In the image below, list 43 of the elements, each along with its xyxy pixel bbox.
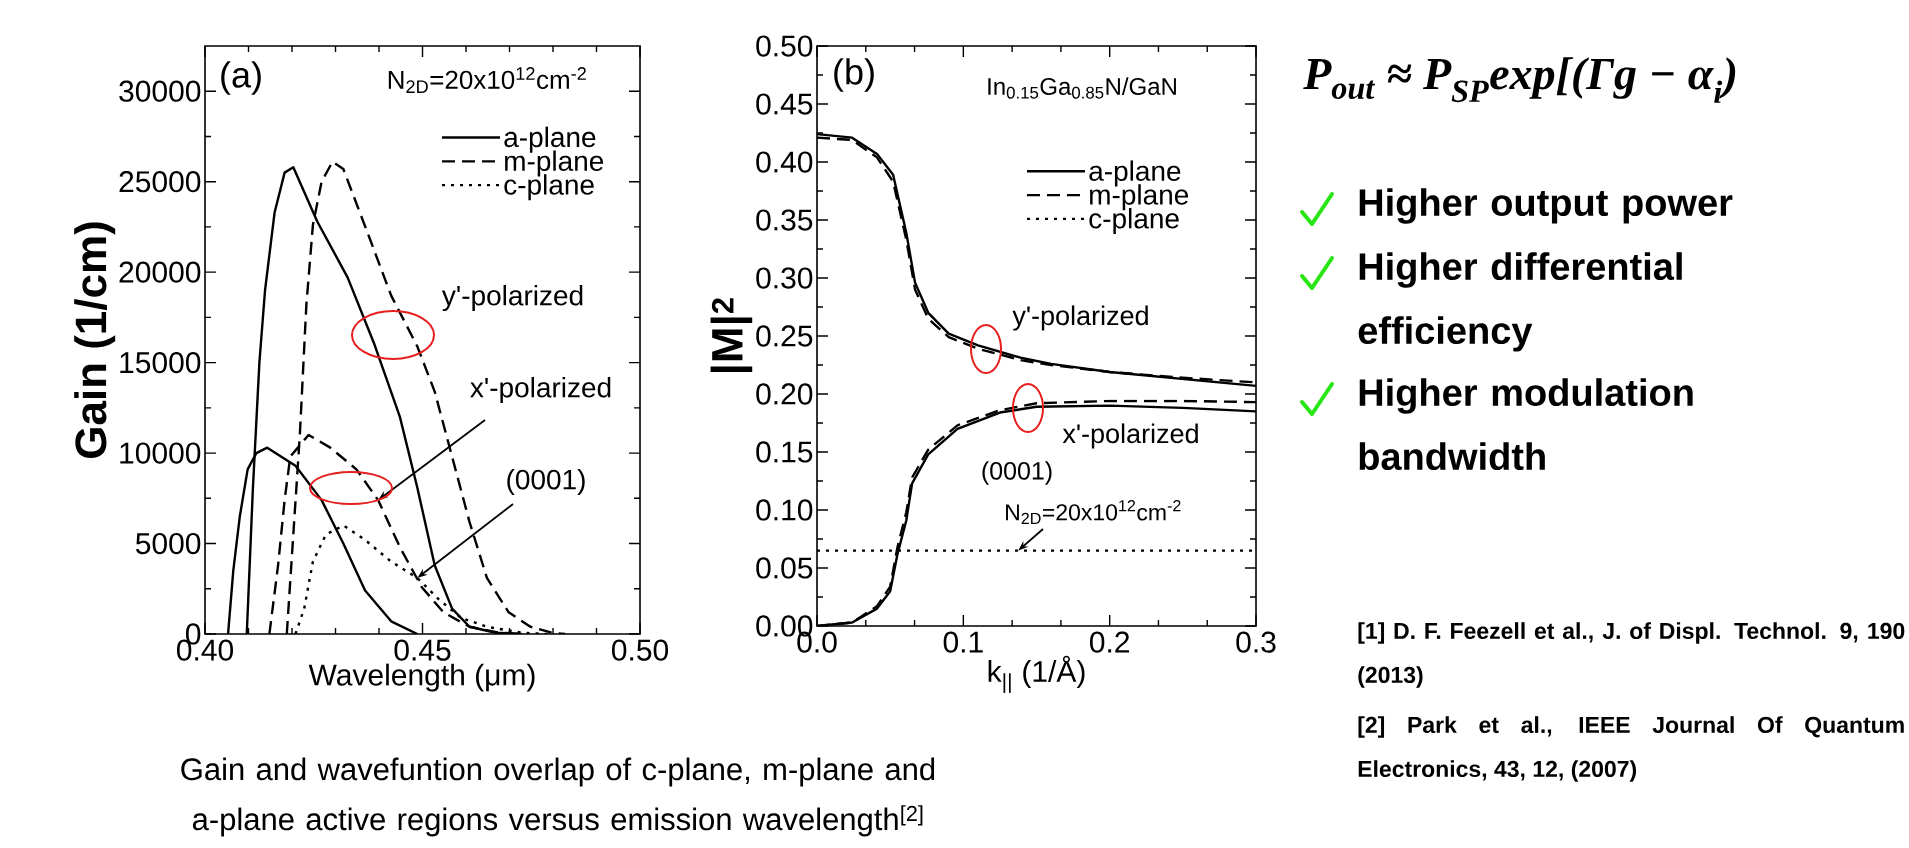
annotation: (0001): [507, 468, 585, 496]
y-tick-label: 5000: [135, 532, 201, 555]
y-tick-label: 0.25: [756, 325, 813, 347]
annotation: y'-polarized: [441, 284, 583, 312]
annotation: In$_{0.15}$Ga$_{0.85}$N/GaN: [988, 77, 1176, 99]
annotation: y'-polarized: [1012, 305, 1148, 331]
annotation: N$_{2D}$=20x10$^{12}$cm$^{-2}$: [388, 67, 586, 93]
y-tick-label: 0.35: [756, 209, 813, 231]
annotation: N$_{2D}$=20x10$^{12}$cm$^{-2}$: [1006, 499, 1181, 524]
annotation: (b): [834, 58, 874, 92]
text: Gain and wavefuntion overlap of c-plane, m-plane and a-plane active regions versus emission wavelength$^{[2]}$: [181, 757, 935, 837]
y-tick-label: 20000: [119, 261, 201, 283]
annotation: (0001): [982, 461, 1052, 485]
y-tick-label: 0.30: [756, 267, 813, 289]
y-tick-label: 0.05: [756, 557, 813, 579]
x-axis-title: k$_{||}$ (1/Å): [988, 655, 1085, 693]
x-tick-label: 0.3: [1236, 631, 1276, 653]
annotation: x'-polarized: [1062, 423, 1198, 449]
text: Higher output power: [1359, 188, 1733, 224]
text: Higher differential efficiency: [1358, 252, 1682, 352]
y-tick-label: 0.10: [756, 499, 813, 521]
y-tick-label: 0.50: [756, 35, 813, 57]
x-axis-title: Wavelength (μm): [308, 663, 535, 692]
y-tick-label: 10000: [120, 442, 201, 464]
x-tick-label: 0.45: [394, 639, 451, 661]
y-tick-label: 15000: [120, 351, 201, 374]
y-axis-title: Gain (1/cm): [74, 222, 116, 458]
x-tick-label: 0.1: [943, 631, 983, 653]
annotation: (a): [221, 61, 261, 95]
x-tick-label: 0.2: [1090, 631, 1130, 653]
text: [1] D. F. Feezell et al., J. of Displ. Technol. 9, 190 (2013): [1358, 622, 1905, 688]
y-tick-label: 0.45: [756, 93, 813, 115]
text: Higher modulation bandwidth: [1359, 378, 1693, 471]
y-tick-label: 25000: [119, 171, 201, 193]
y-tick-label: 0.15: [756, 441, 813, 463]
y-tick-label: 0.40: [756, 151, 813, 173]
text: [2] Park et al., IEEE Journal Of Quantum Electronics, 43, 12, (2007): [1358, 716, 1904, 782]
y-tick-label: 0.20: [756, 383, 813, 405]
y-tick-label: 30000: [119, 80, 201, 102]
y-axis-title: |M|$^{2}$: [710, 298, 753, 373]
x-tick-label: 0.50: [611, 639, 669, 661]
annotation: x'-polarized: [470, 376, 611, 404]
text: P$_{out}$ ≈ P$_{SP}$exp[(Γg − α$_{i}$): [1303, 57, 1736, 103]
